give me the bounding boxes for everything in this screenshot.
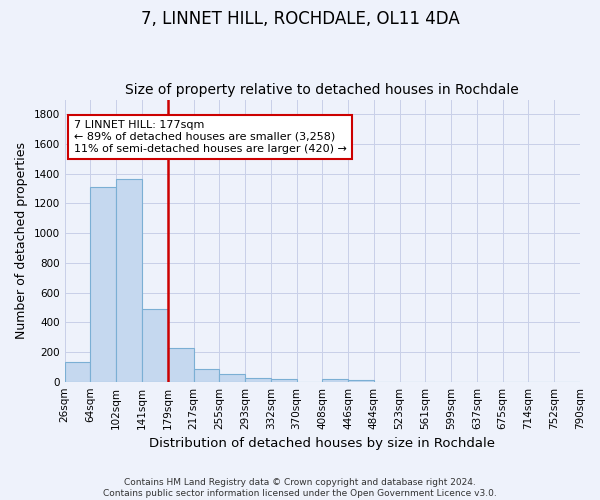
Text: 7, LINNET HILL, ROCHDALE, OL11 4DA: 7, LINNET HILL, ROCHDALE, OL11 4DA: [140, 10, 460, 28]
Bar: [65, 362, 91, 382]
Bar: [193, 369, 219, 382]
Bar: [91, 187, 116, 382]
Text: Contains HM Land Registry data © Crown copyright and database right 2024.
Contai: Contains HM Land Registry data © Crown c…: [103, 478, 497, 498]
X-axis label: Distribution of detached houses by size in Rochdale: Distribution of detached houses by size …: [149, 437, 496, 450]
Text: 7 LINNET HILL: 177sqm
← 89% of detached houses are smaller (3,258)
11% of semi-d: 7 LINNET HILL: 177sqm ← 89% of detached …: [74, 120, 347, 154]
Title: Size of property relative to detached houses in Rochdale: Size of property relative to detached ho…: [125, 83, 519, 97]
Bar: [271, 380, 296, 382]
Bar: [142, 309, 168, 382]
Y-axis label: Number of detached properties: Number of detached properties: [15, 142, 28, 339]
Bar: [116, 179, 142, 382]
Bar: [245, 378, 271, 382]
Bar: [322, 378, 348, 382]
Bar: [219, 374, 245, 382]
Bar: [168, 348, 193, 382]
Bar: [348, 380, 374, 382]
